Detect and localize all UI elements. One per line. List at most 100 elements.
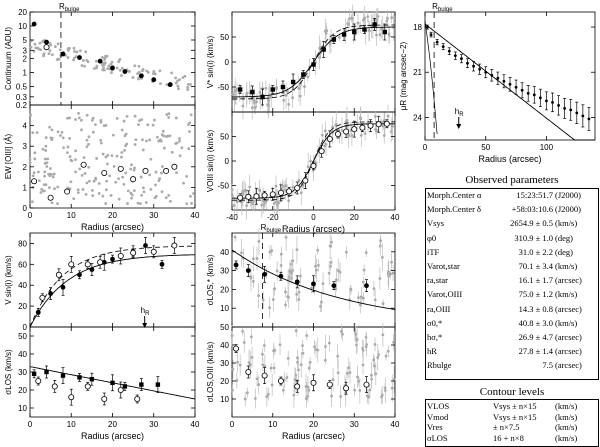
background-dot [85,181,89,185]
contour-unit: (km/s) [555,401,578,411]
data-point [435,39,439,46]
background-point [245,388,249,398]
bulge-curve [424,20,438,135]
background-dot [85,113,89,117]
background-dot [378,33,382,36]
observed-label: Varot,star [427,261,460,271]
background-dot [386,17,389,20]
marker-filled [138,73,144,79]
marker-filled [139,382,144,387]
background-dot [231,388,234,392]
marker-open [80,161,87,168]
data-point [490,69,494,82]
background-dot [165,113,169,117]
marker-filled [101,259,107,265]
data-point [60,367,66,384]
data-point [270,85,275,94]
background-dot [105,54,109,58]
background-dot [164,196,168,200]
data-point [143,237,148,254]
marker-filled [321,47,326,52]
background-point [106,162,109,166]
x-axis-label: Radius (arcsec) [478,154,541,164]
background-point [354,326,358,343]
background-dot [133,64,137,68]
marker-filled [502,79,506,83]
background-dot [314,348,318,352]
background-point [175,171,178,175]
background-point [152,70,156,73]
marker-open [171,163,178,170]
background-dot [255,257,259,260]
background-dot [83,64,86,68]
background-dot [133,143,137,146]
marker-filled [429,33,433,36]
data-point [48,287,54,300]
background-dot [74,149,77,153]
background-dot [186,83,190,86]
observed-label: iTF [427,246,440,257]
background-point [82,59,85,62]
marker-filled [97,58,103,64]
background-point [336,258,340,283]
background-dot [361,363,365,367]
background-point [178,137,181,140]
background-dot [329,264,332,268]
marker-filled [472,64,475,68]
background-dot [68,116,72,120]
data-point [318,144,325,158]
background-dot [85,145,89,149]
background-dot [77,116,81,120]
background-point [112,164,116,168]
background-point [268,244,272,260]
background-point [251,274,255,288]
y-tick-label: 30 [18,368,27,377]
background-dot [248,363,252,366]
background-point [329,257,333,268]
background-point [120,74,123,77]
background-dot [192,192,195,195]
marker-open [375,121,382,128]
background-dot [80,128,83,132]
background-point [356,365,359,388]
data-point [68,255,75,273]
marker-filled [435,40,439,44]
background-point [92,67,96,70]
marker-filled [110,380,115,385]
background-dot [261,352,264,356]
background-dot [386,349,390,353]
background-point [124,171,128,175]
background-point [258,80,262,105]
panel-vrot: hR 0 20 40 60 80 V sin(i) (km/s) [4,232,196,332]
background-dot [272,349,275,353]
background-dot [338,270,342,274]
background-dot [292,393,296,397]
data-point [245,190,252,204]
background-point [33,42,37,46]
background-dot [310,286,313,290]
background-point [174,76,178,80]
background-point [30,200,34,204]
background-dot [375,33,378,37]
data-point [31,21,37,27]
observed-unit: (km/s) [555,261,578,271]
background-point [137,123,140,127]
data-point [538,88,542,107]
data-point [151,77,157,83]
observed-value: 7.5 [542,360,553,371]
background-point [233,77,237,104]
background-point [33,151,37,155]
background-point [101,68,105,72]
background-dot [80,118,83,122]
background-point [122,182,126,186]
background-dot [328,244,332,248]
data-point [351,120,358,138]
background-dot [174,81,178,85]
marker-filled [159,261,165,267]
background-point [90,118,94,122]
background-point [386,10,389,27]
background-dot [177,87,180,91]
x-tick-label: 0 [423,143,428,152]
data-point [520,82,524,99]
x-tick-label: 10 [67,420,76,429]
